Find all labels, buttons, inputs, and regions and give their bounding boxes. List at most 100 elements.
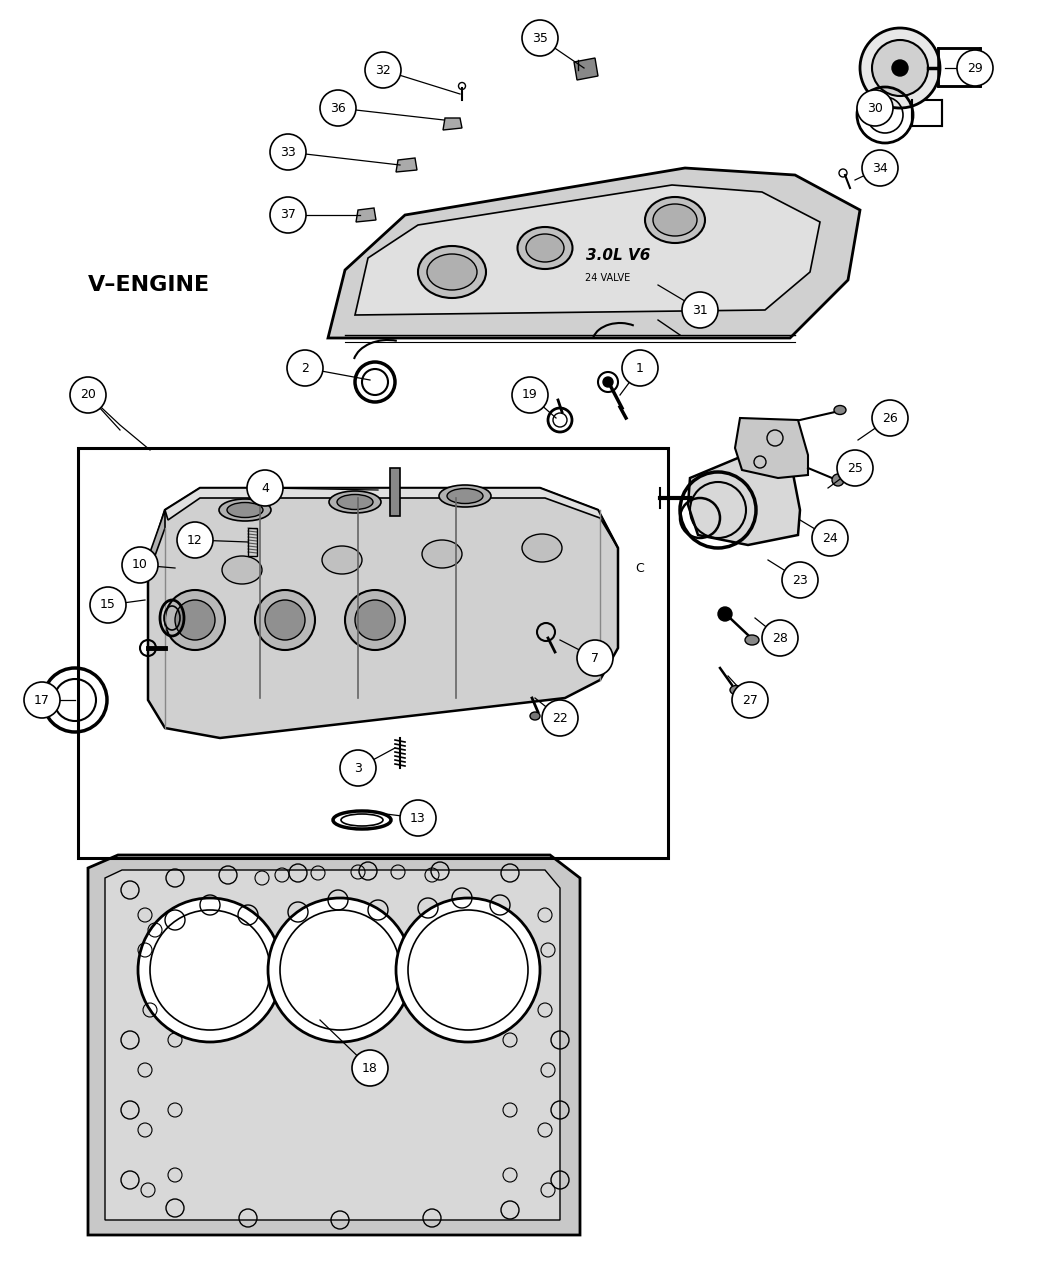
Polygon shape (574, 57, 598, 80)
Circle shape (872, 40, 928, 96)
Text: 29: 29 (967, 61, 983, 74)
Text: 7: 7 (591, 652, 598, 664)
Text: 4: 4 (261, 482, 269, 495)
Ellipse shape (834, 405, 846, 414)
Ellipse shape (322, 546, 362, 574)
Circle shape (177, 521, 213, 558)
Circle shape (892, 60, 908, 76)
Circle shape (352, 1051, 388, 1086)
Text: 15: 15 (100, 598, 116, 612)
Polygon shape (105, 870, 560, 1220)
Polygon shape (148, 488, 618, 738)
Circle shape (782, 562, 818, 598)
Circle shape (837, 450, 873, 486)
Ellipse shape (645, 198, 705, 244)
Ellipse shape (522, 534, 562, 562)
Ellipse shape (222, 556, 262, 584)
Ellipse shape (427, 254, 477, 289)
Ellipse shape (653, 204, 697, 236)
Text: 27: 27 (742, 694, 758, 706)
Circle shape (175, 601, 215, 640)
Polygon shape (165, 488, 618, 548)
Ellipse shape (530, 711, 540, 720)
Text: 32: 32 (375, 64, 391, 76)
Bar (390, 468, 400, 516)
Text: 30: 30 (867, 102, 883, 115)
Circle shape (512, 377, 548, 413)
Circle shape (622, 351, 658, 386)
Circle shape (522, 20, 558, 56)
Text: 19: 19 (522, 389, 538, 402)
Polygon shape (356, 208, 376, 222)
Polygon shape (735, 418, 809, 478)
Circle shape (268, 898, 412, 1042)
Circle shape (857, 91, 892, 126)
Ellipse shape (439, 484, 491, 507)
Text: 31: 31 (692, 303, 708, 316)
Bar (912, 99, 942, 126)
Polygon shape (688, 455, 800, 544)
Circle shape (138, 898, 282, 1042)
Ellipse shape (227, 502, 262, 518)
Circle shape (872, 400, 908, 436)
Ellipse shape (518, 227, 572, 269)
Circle shape (762, 620, 798, 657)
Text: 33: 33 (280, 145, 296, 158)
Polygon shape (396, 158, 417, 172)
Text: 26: 26 (882, 412, 898, 425)
Text: 3: 3 (354, 761, 362, 774)
Circle shape (732, 682, 768, 718)
Text: 13: 13 (411, 811, 426, 825)
Circle shape (287, 351, 323, 386)
Polygon shape (443, 119, 462, 130)
Ellipse shape (329, 491, 381, 513)
Circle shape (270, 198, 306, 233)
Text: 10: 10 (132, 558, 148, 571)
Text: 24 VALVE: 24 VALVE (586, 273, 631, 283)
Circle shape (265, 601, 304, 640)
Text: 28: 28 (772, 631, 788, 644)
Text: V–ENGINE: V–ENGINE (88, 275, 210, 295)
Text: 18: 18 (362, 1062, 378, 1075)
Text: 3.0L V6: 3.0L V6 (586, 249, 650, 264)
Circle shape (24, 682, 60, 718)
Circle shape (90, 586, 126, 623)
Text: 35: 35 (532, 32, 548, 45)
Circle shape (255, 590, 315, 650)
Polygon shape (148, 510, 165, 575)
Text: 37: 37 (280, 209, 296, 222)
Circle shape (365, 52, 401, 88)
Circle shape (603, 377, 613, 388)
Text: C: C (635, 561, 645, 575)
Bar (248, 528, 257, 556)
Circle shape (812, 520, 848, 556)
Text: 25: 25 (847, 462, 863, 474)
Circle shape (270, 134, 306, 170)
Circle shape (247, 470, 284, 506)
Text: 17: 17 (34, 694, 50, 706)
Circle shape (396, 898, 540, 1042)
Circle shape (860, 28, 940, 108)
Ellipse shape (730, 686, 742, 695)
Circle shape (355, 601, 395, 640)
Text: 20: 20 (80, 389, 96, 402)
Circle shape (345, 590, 405, 650)
Ellipse shape (219, 499, 271, 521)
Ellipse shape (422, 541, 462, 567)
Ellipse shape (746, 635, 759, 645)
Circle shape (957, 50, 993, 85)
Text: 36: 36 (330, 102, 345, 115)
Text: 1: 1 (636, 362, 644, 375)
Ellipse shape (832, 474, 844, 486)
Circle shape (400, 799, 436, 836)
Circle shape (862, 150, 898, 186)
Polygon shape (328, 168, 860, 338)
Circle shape (70, 377, 106, 413)
Ellipse shape (418, 246, 486, 298)
Ellipse shape (526, 235, 564, 261)
Circle shape (718, 607, 732, 621)
Text: 34: 34 (873, 162, 888, 175)
Circle shape (578, 640, 613, 676)
Text: 2: 2 (301, 362, 309, 375)
Circle shape (340, 750, 376, 785)
